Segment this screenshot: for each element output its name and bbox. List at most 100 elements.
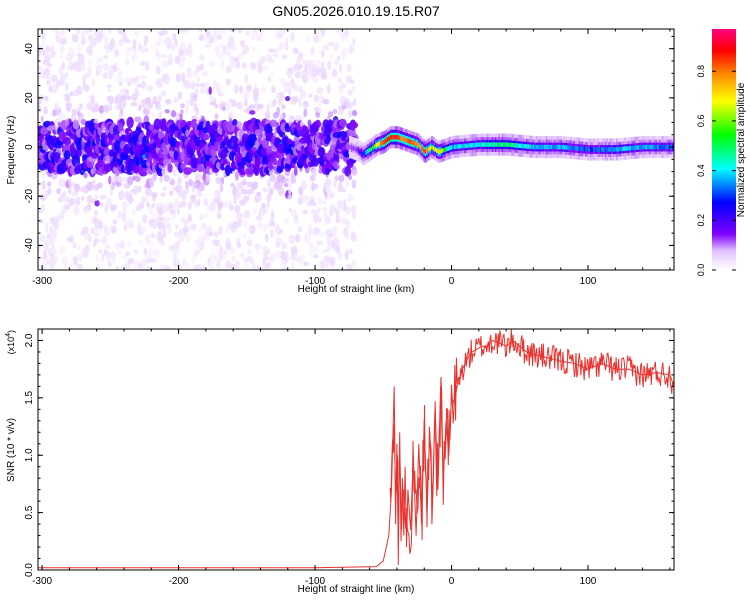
- snr-y-axis: 0.0 0.5 1.0 1.5 2.0: [24, 328, 674, 577]
- spectrogram-cell: [150, 242, 155, 248]
- spectrogram-cell: [126, 193, 133, 204]
- spectrogram-cell: [277, 186, 285, 197]
- spectrogram-cell: [214, 45, 220, 55]
- spectrogram-cell: [259, 29, 266, 33]
- spectrogram-cell: [138, 104, 142, 112]
- spectrogram-cell: [316, 86, 324, 95]
- spectrogram-cell: [98, 105, 105, 114]
- spectrogram-cell: [103, 38, 109, 45]
- spectrogram-cell: [334, 175, 340, 182]
- spectrogram-cell: [247, 189, 254, 194]
- spectrogram-ridge-cell: [434, 147, 437, 152]
- spectrogram-cell: [112, 219, 118, 225]
- spectrogram-cell: [117, 211, 122, 219]
- spectrogram-cell: [325, 259, 330, 269]
- spectrogram-cells: [38, 22, 674, 270]
- spectrogram-ridge-cell: [586, 147, 589, 152]
- spectrogram-cell: [151, 212, 159, 219]
- spectrogram-cell: [342, 47, 350, 55]
- spectrogram-cell: [192, 70, 198, 78]
- spectrogram-ridge-cell: [607, 147, 610, 152]
- spectrogram-cell: [323, 44, 330, 51]
- spectrogram-cell: [253, 208, 257, 213]
- spectrogram-cell: [83, 172, 88, 179]
- spectrogram-cell: [324, 215, 331, 225]
- spectrogram-cell: [109, 188, 113, 196]
- spectrogram-cell: [219, 29, 226, 35]
- spectrogram-ridge-cell: [449, 145, 452, 151]
- spectrogram-cell: [214, 189, 222, 198]
- spectrogram-cell: [45, 228, 49, 233]
- spectrogram-cell: [270, 217, 275, 225]
- spectrogram-cell: [64, 95, 71, 103]
- snr-series: [38, 329, 674, 569]
- spectrogram-cell: [159, 174, 163, 183]
- spectrogram-cell: [275, 250, 282, 259]
- spectrogram-cell: [145, 235, 151, 246]
- spectrogram-cell: [203, 200, 209, 205]
- spectrogram-cell: [145, 62, 150, 71]
- spectrogram-cell: [235, 261, 241, 267]
- spectrogram-cell: [105, 198, 113, 208]
- spectrogram-ridge-cell: [601, 147, 604, 152]
- spectrogram-cell: [316, 107, 322, 114]
- spectrogram-cell: [99, 22, 103, 28]
- spectrogram-ridge-cell: [616, 147, 619, 152]
- spectrogram-cell: [128, 219, 134, 230]
- spectrogram-cell: [118, 29, 125, 36]
- spectrogram-ridge-cell: [421, 146, 424, 151]
- spectrogram-cell: [134, 30, 139, 36]
- spectrogram-cell: [133, 185, 139, 196]
- spectrogram-cell: [59, 45, 65, 53]
- spectrogram-cell: [216, 136, 225, 143]
- spectrogram-ridge-cell: [560, 144, 563, 150]
- spectrogram-cell: [96, 23, 102, 28]
- spectrogram-cell: [225, 65, 232, 74]
- spectrogram-cell: [261, 187, 269, 193]
- spectrogram-cell: [350, 231, 356, 240]
- spectrogram-cell: [42, 249, 48, 260]
- spectrogram-cell: [186, 99, 190, 106]
- spectrogram-cell: [148, 206, 153, 215]
- spectrogram-cell: [99, 30, 104, 39]
- spectrogram-cell: [110, 204, 118, 211]
- spectrogram-cell: [311, 168, 317, 177]
- spectrogram-cell: [125, 38, 131, 44]
- spectrogram-ridge-cell: [426, 148, 429, 153]
- spectrogram-ridge-cell: [521, 143, 524, 149]
- spectrogram-cell: [161, 206, 168, 214]
- spectrogram-cell: [265, 113, 271, 120]
- spectrogram-cell: [287, 195, 294, 200]
- spectrogram-ridge-cell: [442, 148, 445, 153]
- spectrogram-cell: [175, 256, 180, 265]
- spectrogram-cell: [189, 83, 195, 89]
- spectrogram-cell: [70, 181, 76, 187]
- spectrogram-cell: [245, 84, 253, 92]
- spectrogram-cell: [89, 94, 95, 99]
- spectrogram-ridge-cell: [460, 144, 463, 149]
- spectrogram-cell: [165, 219, 170, 227]
- spectrogram-cell: [213, 231, 220, 238]
- spectrogram-cell: [99, 202, 104, 208]
- spectrogram-cell: [87, 34, 94, 43]
- spectrogram-cell: [316, 206, 321, 213]
- spectrogram-ridge-cell: [666, 144, 669, 150]
- spectrogram-ridge-cell: [532, 144, 535, 150]
- spectrogram-cell: [230, 182, 236, 188]
- spectrogram-cell: [313, 94, 320, 103]
- spectrogram-cell: [51, 125, 56, 131]
- spectrogram-ridge-cell: [627, 146, 630, 151]
- colorbar-tick-label: 0.6: [696, 115, 706, 128]
- spectrogram-ridge-cell: [498, 142, 501, 147]
- spectrogram-cell: [307, 251, 313, 257]
- spectrogram-cell: [138, 42, 142, 51]
- spectrogram-cell: [269, 71, 274, 77]
- spectrogram-cell: [231, 255, 236, 262]
- spectrogram-ridge-cell: [398, 135, 401, 140]
- spectrogram-cell: [151, 112, 155, 119]
- spectrogram-y-axis-label: Frequency (Hz): [6, 116, 17, 185]
- spectrogram-cell: [323, 255, 330, 261]
- spectrogram-cell: [338, 108, 344, 116]
- spectrogram-cell: [308, 236, 312, 241]
